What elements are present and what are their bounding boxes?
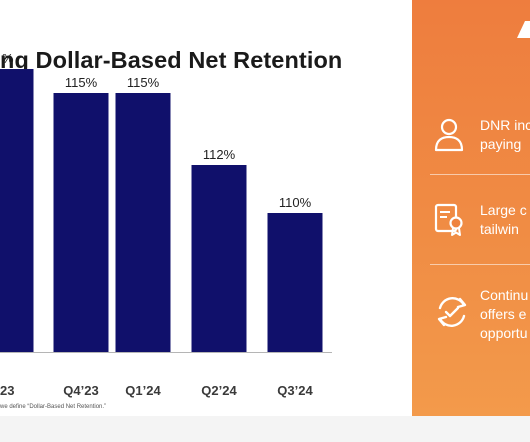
highlights-panel: DNR inc paying Large c tailwin Continu o bbox=[412, 0, 530, 416]
data-label-1: 115% bbox=[65, 75, 98, 90]
bar-4 bbox=[267, 213, 323, 352]
panel-divider bbox=[430, 174, 530, 175]
data-label-3: 112% bbox=[203, 147, 236, 162]
panel-item-dnr-line-1: DNR inc bbox=[480, 117, 530, 133]
x-tick-label-4: Q3’24 bbox=[277, 383, 313, 398]
logo-fragment-icon bbox=[517, 21, 530, 38]
x-tick-label-0: 23 bbox=[0, 383, 14, 398]
refresh-check-icon bbox=[437, 297, 467, 327]
footnote: we define “Dollar-Based Net Retention.” bbox=[0, 404, 107, 410]
panel-item-continue-line-3: opportu bbox=[480, 325, 528, 341]
x-tick-label-2: Q1’24 bbox=[125, 383, 161, 398]
bar-0 bbox=[0, 69, 34, 352]
person-icon bbox=[434, 118, 464, 152]
x-tick-label-1: Q4’23 bbox=[63, 383, 98, 398]
slide-title: ng Dollar-Based Net Retention bbox=[0, 47, 343, 73]
panel-item-large-line-1: Large c bbox=[480, 202, 527, 218]
data-label-2: 115% bbox=[127, 75, 160, 90]
panel-item-large-line-2: tailwin bbox=[480, 221, 519, 237]
bar-2 bbox=[115, 93, 171, 352]
panel-item-continue-line-2: offers e bbox=[480, 306, 527, 322]
data-label-0: % bbox=[2, 51, 14, 66]
bar-1 bbox=[53, 93, 109, 352]
bar-3 bbox=[191, 165, 247, 352]
certificate-icon bbox=[434, 203, 463, 236]
panel-item-continue-line-1: Continu bbox=[480, 287, 529, 303]
panel-divider bbox=[430, 264, 530, 265]
panel-item-dnr-line-2: paying bbox=[480, 136, 522, 152]
bottom-strip bbox=[0, 416, 530, 442]
x-tick-label-3: Q2’24 bbox=[201, 383, 237, 398]
data-label-4: 110% bbox=[279, 195, 312, 210]
dnr-bar-chart: % 23 115% Q4’23 115% Q1’24 112% Q2’24 110% Q3’24 bbox=[0, 51, 332, 398]
